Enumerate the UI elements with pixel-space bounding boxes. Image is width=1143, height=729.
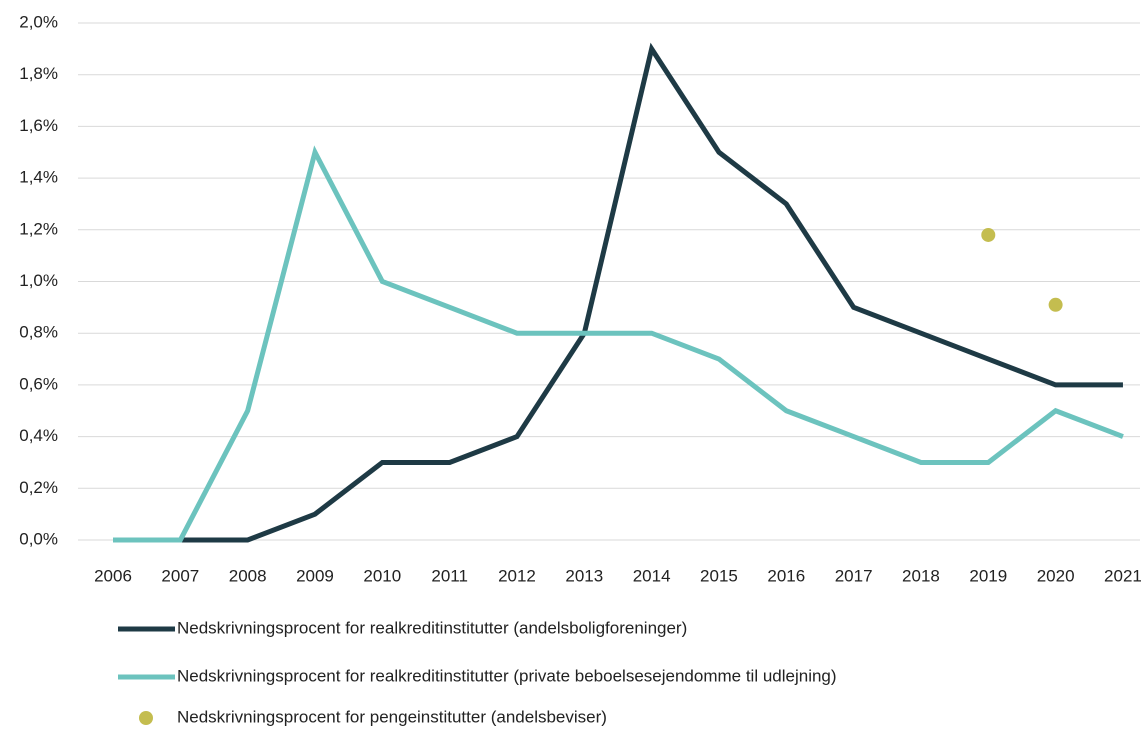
legend-marker <box>139 711 153 725</box>
y-tick-label: 0,4% <box>19 426 58 445</box>
x-tick-label: 2013 <box>565 566 603 585</box>
y-tick-label: 0,8% <box>19 323 58 342</box>
legend-label: Nedskrivningsprocent for realkreditinsti… <box>177 618 687 637</box>
legend-label: Nedskrivningsprocent for pengeinstitutte… <box>177 707 607 726</box>
y-tick-label: 0,0% <box>19 529 58 548</box>
x-tick-label: 2018 <box>902 566 940 585</box>
y-tick-label: 1,4% <box>19 168 58 187</box>
series-line <box>113 145 1124 543</box>
x-tick-label: 2017 <box>835 566 873 585</box>
x-tick-label: 2009 <box>296 566 334 585</box>
x-tick-label: 2007 <box>161 566 199 585</box>
x-tick-label: 2014 <box>633 566 671 585</box>
y-tick-label: 1,2% <box>19 219 58 238</box>
x-tick-label: 2020 <box>1037 566 1075 585</box>
y-tick-label: 1,8% <box>19 64 58 83</box>
y-tick-label: 2,0% <box>19 12 58 31</box>
series-line <box>113 42 1123 543</box>
x-tick-label: 2011 <box>431 566 468 585</box>
x-tick-label: 2006 <box>94 566 132 585</box>
y-tick-label: 1,6% <box>19 116 58 135</box>
x-tick-label: 2021 <box>1104 566 1142 585</box>
y-tick-label: 0,6% <box>19 374 58 393</box>
y-tick-label: 1,0% <box>19 271 58 290</box>
series-dot <box>1048 297 1063 312</box>
x-tick-label: 2016 <box>767 566 805 585</box>
x-tick-label: 2008 <box>229 566 267 585</box>
legend-label: Nedskrivningsprocent for realkreditinsti… <box>177 666 837 685</box>
x-tick-label: 2010 <box>363 566 401 585</box>
series-dot <box>981 227 996 242</box>
x-tick-label: 2012 <box>498 566 536 585</box>
x-tick-label: 2019 <box>969 566 1007 585</box>
x-tick-label: 2015 <box>700 566 738 585</box>
y-tick-label: 0,2% <box>19 478 58 497</box>
